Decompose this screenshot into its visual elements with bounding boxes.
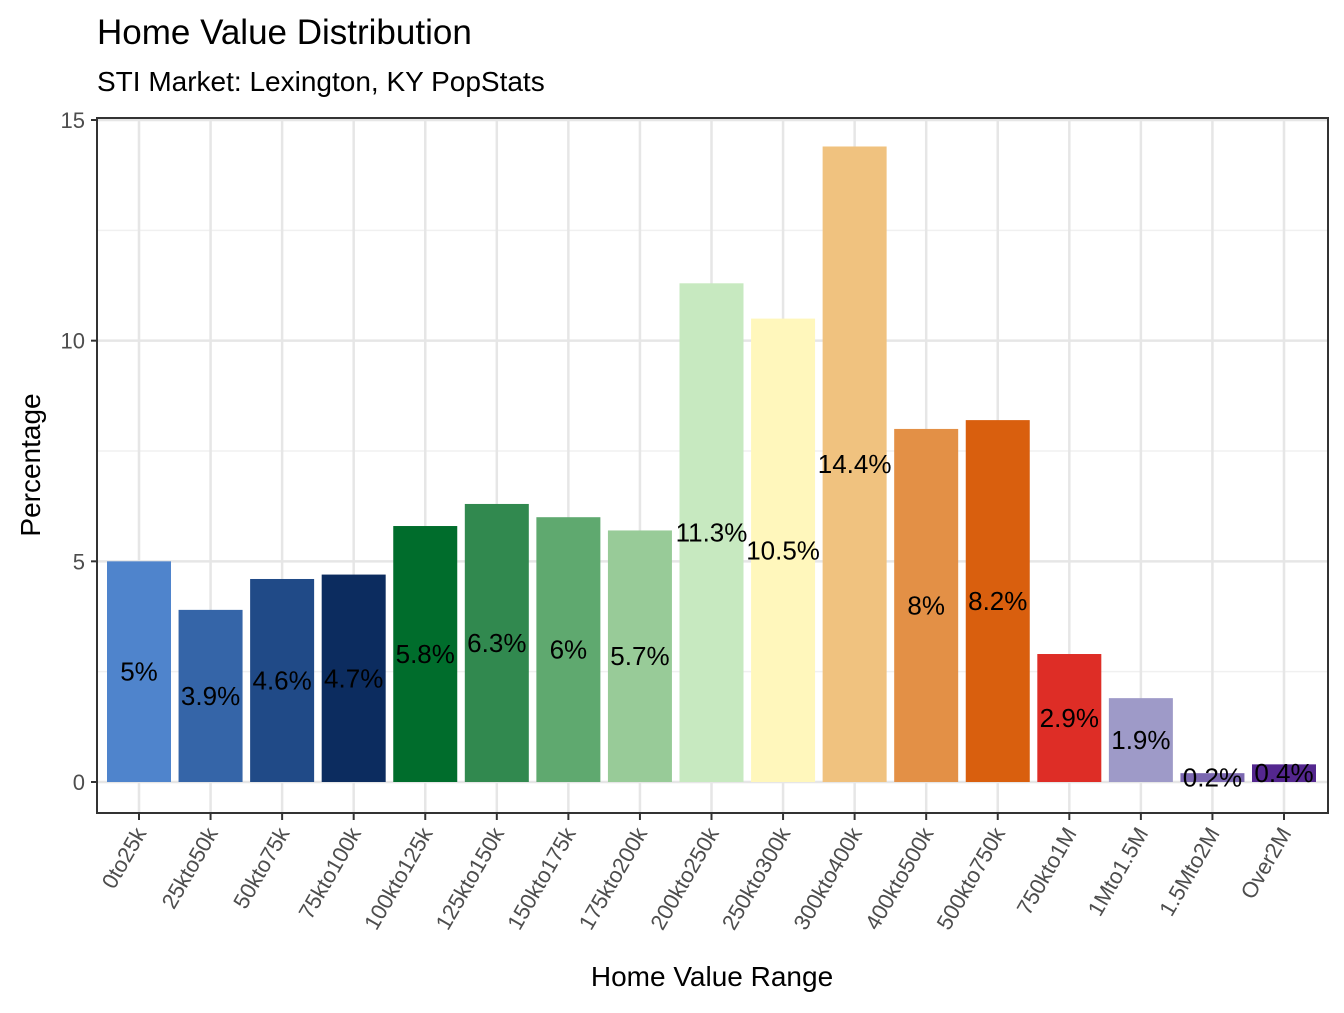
- x-tick-label: 150kto175k: [502, 822, 581, 934]
- data-label-300kto400k: 14.4%: [818, 449, 892, 479]
- y-axis-label: Percentage: [15, 393, 46, 536]
- bar-300kto400k: [822, 146, 887, 783]
- x-tick-label: Over2M: [1236, 823, 1297, 903]
- x-tick-label: 750kto1M: [1012, 823, 1082, 919]
- x-tick-label: 250kto300k: [717, 822, 796, 934]
- y-tick-label: 5: [73, 549, 85, 574]
- data-label-125kto150k: 6.3%: [467, 628, 526, 658]
- bar-75kto100k: [321, 574, 386, 782]
- x-tick-label: 300kto400k: [788, 822, 867, 934]
- chart-title: Home Value Distribution: [97, 13, 472, 52]
- x-tick-label: 100kto125k: [359, 822, 438, 934]
- bar-1.5Mto2M: [1180, 773, 1245, 782]
- x-tick-label: 1Mto1.5M: [1083, 823, 1154, 920]
- chart-subtitle: STI Market: Lexington, KY PopStats: [97, 66, 545, 97]
- data-label-175kto200k: 5.7%: [610, 641, 669, 671]
- bar-Over2M: [1252, 764, 1316, 782]
- x-tick-label: 50kto75k: [228, 822, 295, 913]
- x-axis-label: Home Value Range: [591, 961, 833, 992]
- x-tick-label: 0to25k: [97, 822, 152, 893]
- bar-250kto300k: [751, 318, 816, 782]
- data-label-200kto250k: 11.3%: [676, 518, 748, 548]
- x-tick-label: 1.5Mto2M: [1154, 823, 1225, 920]
- data-label-500kto750k: 8.2%: [968, 586, 1027, 616]
- bar-1Mto1.5M: [1108, 698, 1173, 782]
- y-tick-label: 10: [61, 329, 85, 354]
- data-label-150kto175k: 6%: [550, 635, 588, 665]
- x-tick-label: 75kto100k: [294, 822, 367, 923]
- bar-100kto125k: [393, 526, 458, 782]
- bar-125kto150k: [464, 503, 529, 782]
- y-tick-label: 0: [73, 770, 85, 795]
- bars: [107, 146, 1316, 783]
- bar-50kto75k: [250, 578, 315, 782]
- x-tick-label: 125kto150k: [431, 822, 510, 934]
- data-label-50kto75k: 4.6%: [252, 665, 311, 695]
- data-label-1.5Mto2M: 0.2%: [1183, 763, 1242, 793]
- bar-25kto50k: [178, 609, 243, 782]
- data-label-400kto500k: 8%: [907, 590, 945, 620]
- y-axis: 0 5 10 15: [61, 108, 97, 795]
- data-label-750kto1M: 2.9%: [1040, 703, 1099, 733]
- data-label-100kto125k: 5.8%: [396, 639, 455, 669]
- x-tick-label: 500kto750k: [932, 822, 1011, 934]
- data-label-Over2M: 0.4%: [1254, 758, 1313, 788]
- data-label-1Mto1.5M: 1.9%: [1111, 725, 1170, 755]
- bar-750kto1M: [1037, 654, 1102, 782]
- data-labels: 5% 3.9% 4.6% 4.7% 5.8% 6.3% 6% 5.7% 11.3%10.5% 14…: [120, 449, 1313, 792]
- bar-150kto175k: [536, 517, 601, 782]
- data-label-75kto100k: 4.7%: [324, 663, 383, 693]
- x-tick-label: 25kto50k: [157, 822, 224, 913]
- x-tick-label: 175kto200k: [574, 822, 653, 934]
- y-tick-label: 15: [61, 108, 85, 133]
- bar-400kto500k: [894, 428, 959, 782]
- x-axis: 0to25k 25kto50k 50kto75k 75kto100k100kto125…: [97, 813, 1297, 934]
- bar-200kto250k: [679, 283, 744, 782]
- bar-0to25k: [107, 561, 171, 782]
- x-tick-label: 200kto250k: [645, 822, 724, 934]
- data-label-0to25k: 5%: [120, 657, 158, 687]
- bar-500kto750k: [965, 420, 1030, 782]
- data-label-25kto50k: 3.9%: [181, 681, 240, 711]
- data-label-250kto300k: 10.5%: [746, 535, 820, 565]
- x-tick-label: 400kto500k: [860, 822, 939, 934]
- bar-175kto200k: [607, 530, 672, 782]
